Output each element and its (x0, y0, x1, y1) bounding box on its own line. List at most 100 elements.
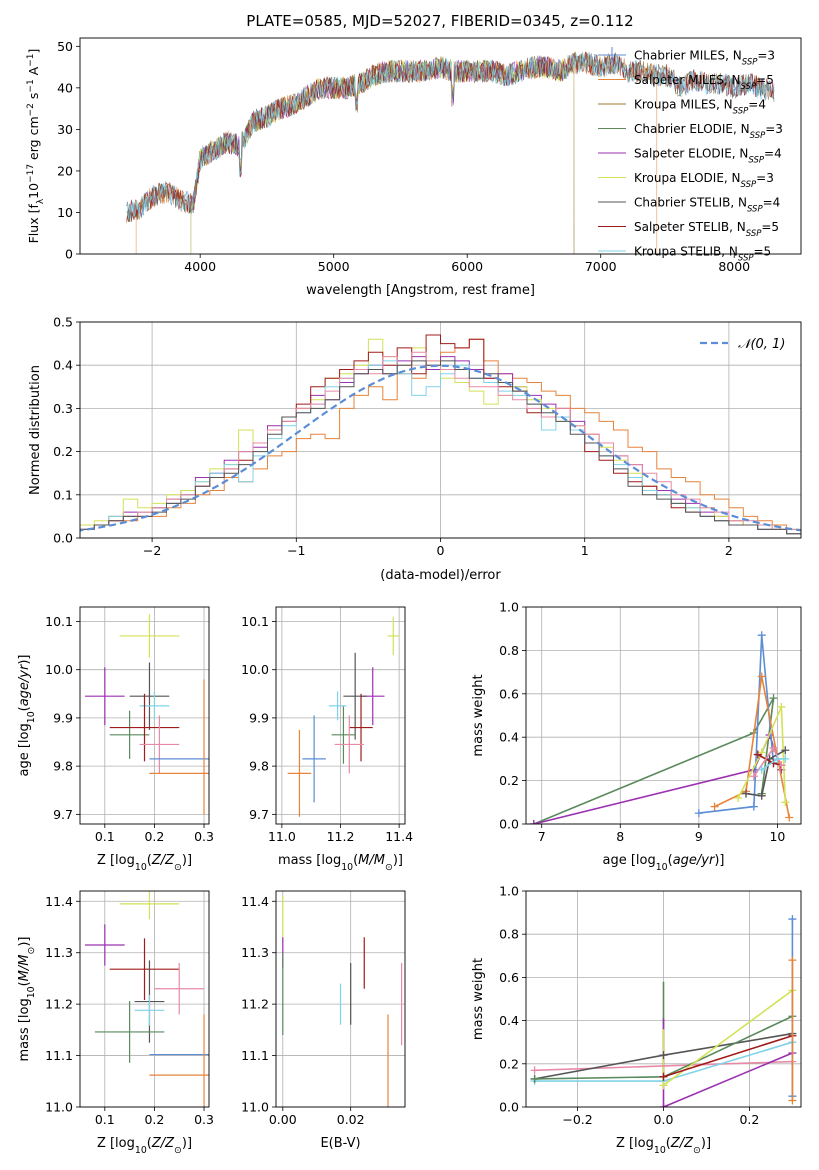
y-tick-label: 9.9 (53, 710, 73, 725)
weight-marker (530, 1074, 539, 1083)
y-tick-label: 9.9 (249, 710, 269, 725)
weight-series (659, 1049, 797, 1107)
weight-line (714, 676, 790, 818)
weight-marker (788, 915, 797, 924)
weight-series (757, 754, 790, 774)
x-tick-label: 0.1 (95, 829, 115, 844)
x-axis-label: Z [log10(Z/Z⊙)] (97, 853, 192, 873)
weight-marker (659, 1051, 668, 1060)
y-tick-label: 10.0 (45, 662, 73, 677)
weight-marker (753, 750, 762, 759)
y-tick-label: 0.6 (499, 686, 519, 701)
weight-marker (785, 813, 794, 822)
y-tick-label: 9.8 (53, 759, 73, 774)
x-tick-label: 11.0 (268, 829, 296, 844)
x-tick-label: 10 (769, 829, 785, 844)
y-axis-label: Normed distribution (28, 365, 43, 495)
legend-label: Chabrier MILES, NSSP=3 (634, 49, 775, 68)
y-tick-label: 9.7 (249, 807, 269, 822)
errorbar-point (119, 891, 180, 920)
legend-label: Kroupa MILES, NSSP=4 (634, 98, 766, 117)
y-tick-label: 11.2 (45, 997, 73, 1012)
x-tick-label: −2 (143, 543, 161, 558)
x-axis-label: (data-model)/error (380, 568, 501, 583)
y-tick-label: 11.3 (241, 945, 269, 960)
age-vs-mass-plot (287, 616, 400, 817)
legend-label: Salpeter MILES, NSSP=5 (634, 73, 774, 92)
weight-marker (757, 791, 766, 800)
spectrum-legend: Chabrier MILES, NSSP=3 Salpeter MILES, NS… (598, 47, 783, 264)
y-tick-label: 0.0 (499, 817, 519, 832)
weight-marker (659, 1103, 668, 1107)
spectrum-line (126, 51, 775, 220)
x-axis-label: Z [log10(Z/Z⊙)] (97, 1136, 192, 1156)
y-tick-label: 11.4 (241, 894, 269, 909)
y-tick-label: 11.1 (45, 1048, 73, 1063)
spectrum-panel: 4000 5000 6000 7000 8000 0 10 20 30 40 50 Chabrier … (26, 37, 802, 298)
mass-vs-ebv-panel: 0.00 0.02 11.0 11.1 11.2 11.3 11.4 E(B-V) (241, 890, 406, 1151)
weight-marker (757, 765, 766, 774)
errorbar-point (109, 693, 180, 762)
histogram-panel: −2 −1 0 1 2 0.0 0.1 0.2 0.3 0.4 0.5 𝒩(0, 1) (data-mo… (28, 315, 802, 583)
y-tick-label: 0.2 (499, 773, 519, 788)
errorbar-point (334, 715, 364, 774)
x-axis-label: age [log10(age/yr)] (602, 853, 724, 873)
axes-frame (79, 37, 802, 255)
weight-line (745, 749, 786, 797)
weight-marker (757, 672, 766, 681)
axes-frame (525, 606, 802, 825)
legend-label: Kroupa STELIB, NSSP=5 (634, 245, 771, 264)
figure-title: PLATE=0585, MJD=52027, FIBERID=0345, z=0… (246, 12, 634, 30)
errorbar-point (349, 693, 373, 762)
y-axis-label: mass [log10(M/M⊙)] (17, 937, 37, 1062)
y-tick-label: 0.5 (53, 315, 73, 330)
x-tick-label: 6000 (451, 259, 483, 274)
weight-marker (530, 1066, 539, 1075)
axes-frame (79, 606, 210, 825)
y-tick-label: 30 (57, 122, 73, 137)
y-tick-label: 1.0 (499, 884, 519, 899)
y-tick-label: 11.4 (45, 894, 73, 909)
y-tick-label: 1.0 (499, 600, 519, 615)
x-tick-label: 2 (725, 543, 733, 558)
weight-marker (781, 798, 790, 807)
errorbar-point (109, 710, 150, 759)
y-tick-label: 0.0 (499, 1100, 519, 1115)
weight-marker (529, 820, 538, 824)
errorbar-point (331, 705, 356, 764)
weight-marker (788, 1096, 797, 1105)
errorbar-point (387, 616, 400, 656)
weight-series (694, 631, 778, 818)
y-tick-label: 0.4 (499, 730, 519, 745)
y-tick-label: 11.3 (45, 945, 73, 960)
y-tick-label: 9.8 (249, 759, 269, 774)
x-tick-label: 11.4 (385, 829, 413, 844)
weight-series (742, 746, 790, 800)
axes-frame (525, 890, 802, 1108)
x-axis-label: Z [log10(Z/Z⊙)] (616, 1136, 711, 1156)
errorbar-point (302, 715, 326, 803)
x-tick-label: −0.2 (562, 1112, 592, 1127)
weight-line (663, 1052, 793, 1107)
x-tick-label: 0.2 (739, 1112, 759, 1127)
y-tick-label: 10.0 (241, 662, 269, 677)
y-axis-label: age [log10(age/yr)] (17, 654, 37, 776)
legend-label: Salpeter ELODIE, NSSP=4 (634, 147, 782, 166)
errorbar-point (154, 963, 205, 1015)
errorbar-point (119, 614, 180, 658)
y-tick-label: 11.0 (241, 1100, 269, 1115)
spectrum-line (190, 55, 575, 254)
y-tick-label: 0.0 (53, 531, 73, 546)
weight-marker (659, 1081, 668, 1090)
y-tick-label: 9.7 (53, 807, 73, 822)
weight-line (663, 1034, 793, 1078)
weight-marker (788, 956, 797, 965)
mass-vs-ebv-plot (282, 896, 403, 1107)
x-axis-label: wavelength [Angstrom, rest frame] (306, 283, 535, 298)
y-tick-label: 0.8 (499, 927, 519, 942)
errorbar-point (139, 715, 180, 774)
x-axis-label: E(B-V) (320, 1136, 360, 1151)
x-tick-label: 1 (581, 543, 589, 558)
